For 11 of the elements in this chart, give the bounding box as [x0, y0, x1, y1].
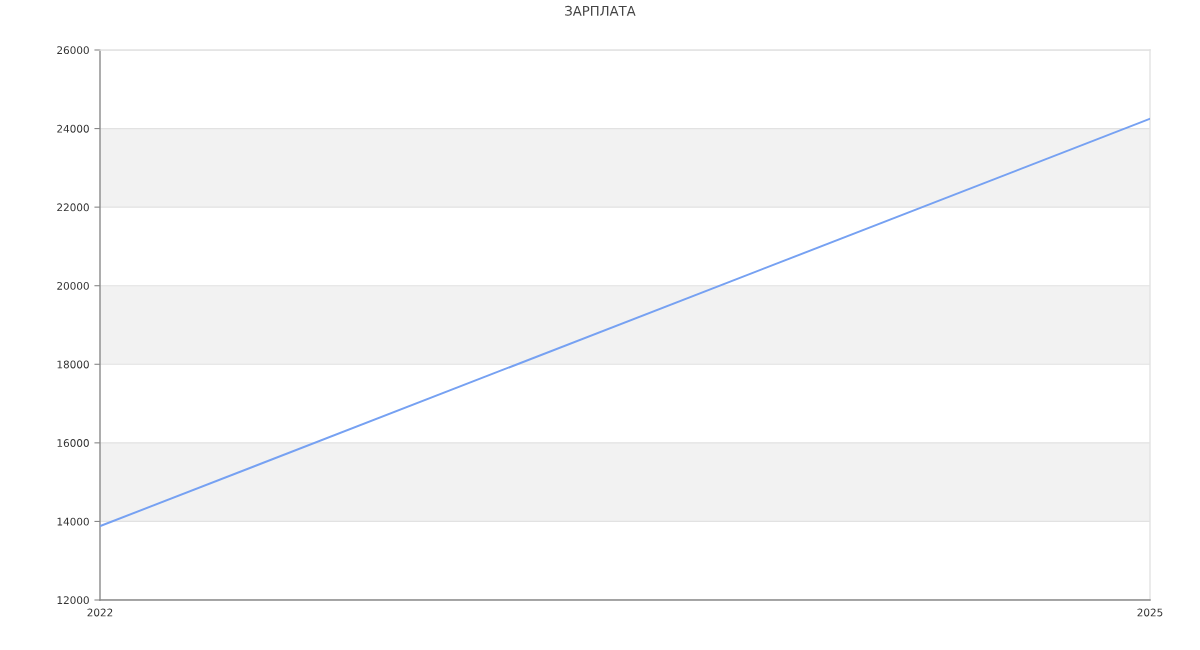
x-tick-label: 2022 — [87, 608, 113, 617]
y-tick-label: 24000 — [57, 124, 89, 133]
y-tick-label: 16000 — [57, 439, 89, 447]
y-tick-label: 20000 — [57, 281, 89, 290]
y-tick-label: 26000 — [57, 46, 89, 55]
y-tick-label: 14000 — [57, 517, 89, 526]
y-tick-label: 22000 — [57, 203, 89, 212]
x-tick-label: 2025 — [1137, 608, 1163, 617]
chart-title: ЗАРПЛАТА — [565, 5, 636, 16]
y-tick-label: 18000 — [57, 360, 89, 369]
y-tick-label: 12000 — [57, 596, 89, 605]
